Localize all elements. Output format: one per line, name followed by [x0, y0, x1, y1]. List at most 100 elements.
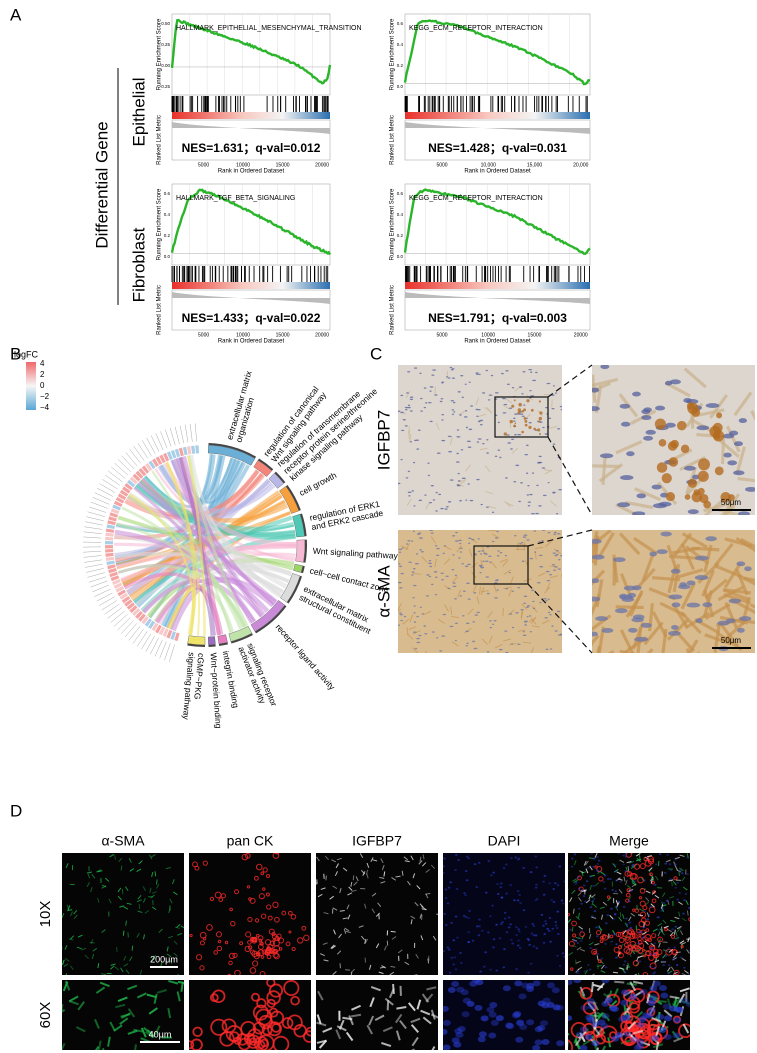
- signal: [330, 944, 335, 949]
- scale-label: 50μm: [721, 636, 742, 645]
- gene-label-stub: [104, 474, 120, 486]
- signal: [487, 860, 491, 863]
- signal: [454, 1028, 463, 1035]
- gene-cell: [138, 613, 146, 622]
- signal: [272, 901, 279, 909]
- gene-label-stub: [146, 437, 156, 454]
- enrichment-curve: [170, 18, 332, 85]
- gene-cell: [121, 596, 131, 604]
- signal: [143, 934, 145, 940]
- signal: [97, 962, 100, 969]
- signal: [610, 907, 613, 910]
- nucleus: [524, 624, 528, 626]
- zoom-line: [547, 436, 593, 516]
- signal: [662, 1003, 671, 1010]
- gene-cell: [107, 564, 116, 570]
- signal: [643, 910, 646, 913]
- gene-cell: [195, 445, 200, 454]
- signal: [425, 869, 430, 873]
- signal: [614, 870, 617, 873]
- signal: [637, 972, 640, 975]
- gene-label-stub: [160, 431, 168, 449]
- signal: [636, 857, 642, 862]
- stain: [521, 430, 524, 434]
- signal: [658, 942, 661, 948]
- signal: [624, 855, 628, 858]
- signal: [552, 1004, 561, 1011]
- signal: [375, 912, 381, 917]
- fiber: [451, 641, 459, 647]
- nucleus: [447, 501, 452, 503]
- signal: [637, 931, 641, 934]
- signal: [625, 853, 632, 858]
- fiber: [458, 480, 466, 486]
- signal: [503, 911, 507, 914]
- nucleus: [477, 550, 481, 553]
- rank-bar: [405, 282, 590, 289]
- nucleus: [729, 430, 739, 436]
- fiber: [724, 537, 753, 548]
- signal: [626, 861, 632, 864]
- nucleus: [483, 552, 487, 555]
- signal: [554, 924, 558, 927]
- signal: [612, 918, 616, 921]
- signal: [522, 866, 526, 869]
- nucleus: [539, 566, 544, 568]
- signal: [610, 940, 613, 943]
- signal: [637, 914, 643, 917]
- term-label-line: integrin binding: [221, 650, 241, 709]
- signal: [490, 874, 493, 877]
- signal: [550, 899, 554, 902]
- nucleus: [552, 443, 556, 445]
- signal: [124, 886, 129, 892]
- stain: [670, 439, 679, 449]
- signal: [272, 853, 280, 859]
- nucleus: [558, 489, 562, 491]
- gene-cell: [148, 620, 156, 630]
- nucleus: [447, 377, 451, 379]
- signal: [576, 970, 580, 973]
- signal: [653, 952, 660, 959]
- column-header: IGFBP7: [352, 833, 402, 849]
- signal: [544, 922, 548, 925]
- fiber: [505, 398, 513, 404]
- nucleus: [526, 494, 530, 496]
- nucleus: [547, 598, 550, 600]
- nucleus: [669, 379, 681, 385]
- signal: [173, 952, 178, 957]
- nucleus: [668, 630, 681, 636]
- signal: [489, 968, 493, 971]
- signal: [568, 952, 574, 956]
- nucleus: [736, 561, 746, 567]
- nucleus: [490, 374, 494, 377]
- nucleus: [725, 618, 736, 624]
- signal: [91, 953, 95, 960]
- gene-label-stub: [87, 572, 105, 578]
- fiber: [409, 434, 412, 443]
- signal: [614, 890, 618, 893]
- fiber: [494, 643, 503, 649]
- signal: [657, 938, 662, 944]
- signal: [348, 1015, 354, 1026]
- signal: [68, 1000, 79, 1006]
- signal: [489, 915, 492, 918]
- signal: [665, 899, 669, 902]
- row-label: α-SMA: [374, 565, 393, 618]
- signal: [600, 871, 606, 876]
- gene-cell: [124, 599, 133, 607]
- signal: [339, 909, 345, 912]
- signal: [581, 889, 587, 892]
- background: [443, 980, 565, 1050]
- nucleus: [436, 452, 441, 454]
- nucleus: [462, 590, 466, 592]
- signal: [684, 970, 689, 974]
- signal: [590, 853, 593, 855]
- stain: [709, 425, 721, 438]
- gene-cell: [145, 462, 153, 472]
- signal: [680, 872, 684, 875]
- signal: [592, 983, 604, 989]
- nucleus: [441, 439, 446, 442]
- term-label: signaling receptoractivator activity: [236, 642, 279, 712]
- signal: [590, 915, 594, 918]
- signal: [648, 996, 657, 1003]
